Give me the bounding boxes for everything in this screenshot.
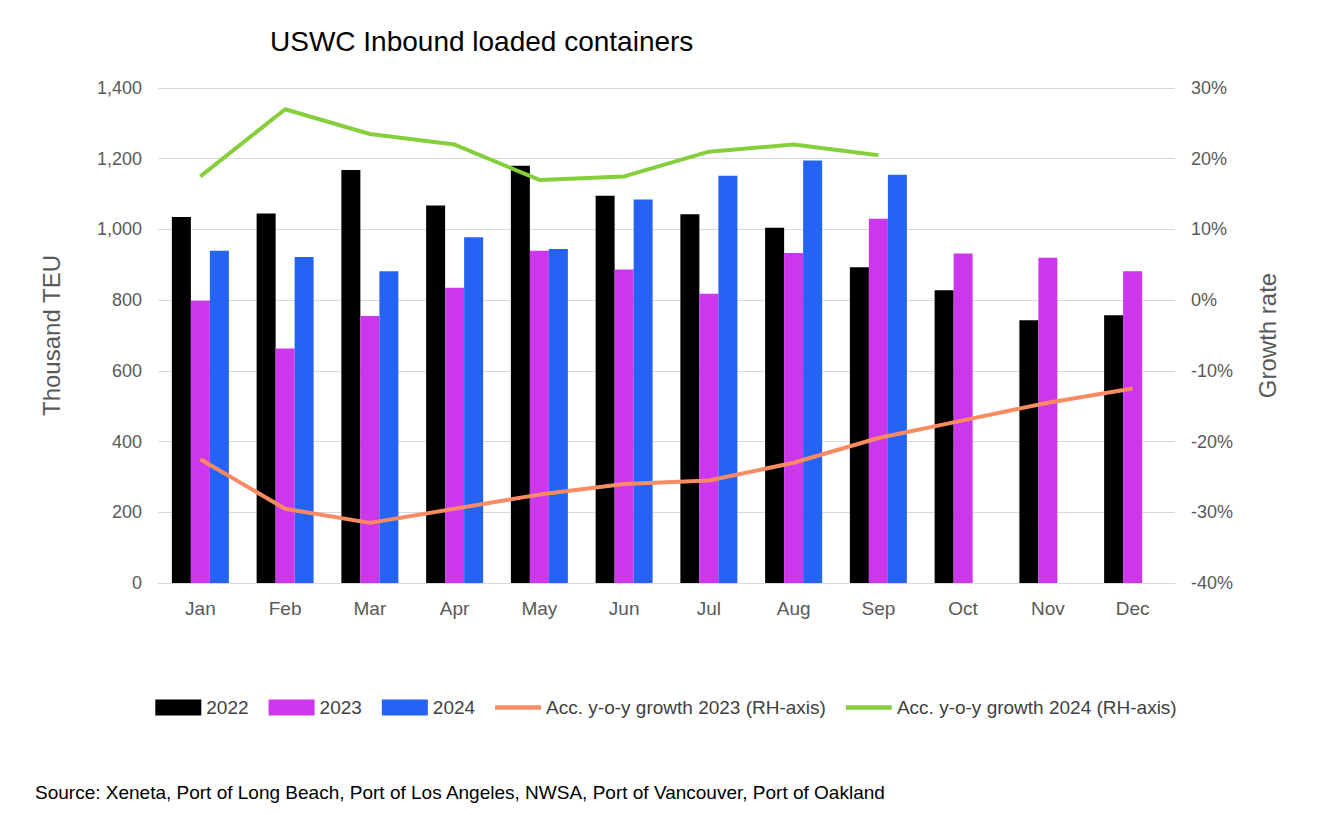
svg-text:2022: 2022 [206, 697, 248, 718]
svg-text:USWC Inbound loaded containers: USWC Inbound loaded containers [270, 26, 693, 57]
svg-text:Thousand TEU: Thousand TEU [38, 255, 65, 416]
svg-text:2024: 2024 [433, 697, 476, 718]
svg-text:Mar: Mar [354, 598, 387, 619]
svg-text:Jul: Jul [697, 598, 721, 619]
svg-text:30%: 30% [1191, 78, 1227, 98]
svg-text:200: 200 [112, 502, 142, 522]
svg-text:May: May [521, 598, 557, 619]
svg-text:Feb: Feb [269, 598, 302, 619]
svg-text:Acc. y-o-y growth 2023 (RH-axi: Acc. y-o-y growth 2023 (RH-axis) [546, 697, 826, 718]
svg-text:-20%: -20% [1191, 432, 1233, 452]
svg-text:0%: 0% [1191, 290, 1217, 310]
svg-text:Apr: Apr [440, 598, 470, 619]
svg-text:Source: Xeneta, Port of Long B: Source: Xeneta, Port of Long Beach, Port… [35, 782, 885, 803]
svg-text:-10%: -10% [1191, 361, 1233, 381]
svg-text:Oct: Oct [948, 598, 978, 619]
svg-text:10%: 10% [1191, 219, 1227, 239]
svg-text:Sep: Sep [861, 598, 895, 619]
svg-text:Dec: Dec [1116, 598, 1150, 619]
svg-text:Jan: Jan [185, 598, 216, 619]
svg-text:Acc. y-o-y growth 2024 (RH-axi: Acc. y-o-y growth 2024 (RH-axis) [897, 697, 1177, 718]
svg-text:Aug: Aug [777, 598, 811, 619]
svg-text:0: 0 [132, 573, 142, 593]
svg-text:Jun: Jun [609, 598, 640, 619]
svg-text:1,400: 1,400 [97, 78, 142, 98]
svg-text:2023: 2023 [320, 697, 362, 718]
svg-text:-30%: -30% [1191, 502, 1233, 522]
svg-text:Growth rate: Growth rate [1254, 273, 1281, 398]
svg-text:600: 600 [112, 361, 142, 381]
svg-text:1,200: 1,200 [97, 149, 142, 169]
svg-text:-40%: -40% [1191, 573, 1233, 593]
svg-text:400: 400 [112, 432, 142, 452]
svg-text:Nov: Nov [1031, 598, 1065, 619]
svg-text:20%: 20% [1191, 149, 1227, 169]
svg-text:800: 800 [112, 290, 142, 310]
svg-text:1,000: 1,000 [97, 219, 142, 239]
